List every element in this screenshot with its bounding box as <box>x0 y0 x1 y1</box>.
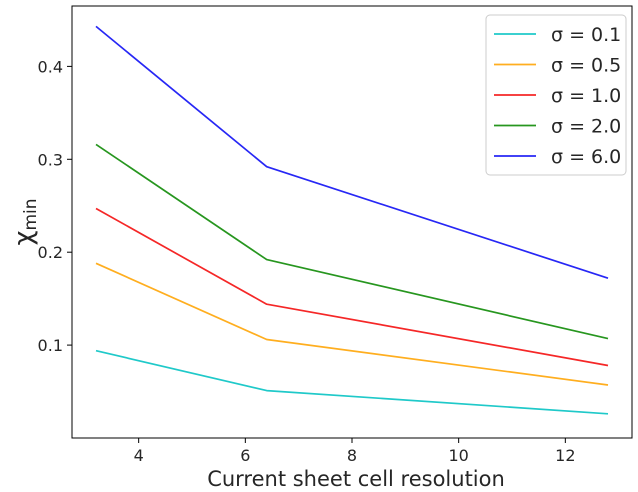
series-line-1 <box>95 262 609 386</box>
x-tick-label: 6 <box>240 446 250 465</box>
y-tick-label: 0.2 <box>38 243 63 262</box>
y-tick-label: 0.4 <box>38 57 63 76</box>
series-line-4 <box>95 25 609 280</box>
legend: σ = 0.1 σ = 0.5 σ = 1.0 σ = 2.0 σ = 6.0 <box>485 14 627 176</box>
series-line-3 <box>95 143 609 340</box>
x-axis-ticks: 4 6 8 10 12 <box>134 438 576 465</box>
y-axis-label: χmin <box>9 198 41 245</box>
y-axis-label-subscript: min <box>21 198 41 230</box>
legend-label-4: σ = 6.0 <box>551 146 621 168</box>
x-tick-label: 4 <box>134 446 144 465</box>
legend-label-1: σ = 0.5 <box>551 55 621 77</box>
series-line-0 <box>95 349 609 415</box>
x-tick-label: 10 <box>448 446 468 465</box>
x-tick-label: 12 <box>555 446 575 465</box>
y-axis-ticks: 0.1 0.2 0.3 0.4 <box>38 57 72 355</box>
legend-label-0: σ = 0.1 <box>551 24 621 46</box>
x-tick-label: 8 <box>347 446 357 465</box>
legend-label-3: σ = 2.0 <box>551 116 621 138</box>
series-layer <box>95 25 609 415</box>
series-line-2 <box>95 207 609 367</box>
legend-items: σ = 0.1 σ = 0.5 σ = 1.0 σ = 2.0 σ = 6.0 <box>494 24 621 168</box>
x-axis-label: Current sheet cell resolution <box>207 467 505 491</box>
legend-frame <box>485 14 627 176</box>
y-axis-label-main: χ <box>9 231 39 246</box>
legend-label-2: σ = 1.0 <box>551 85 621 107</box>
y-tick-label: 0.1 <box>38 336 63 355</box>
y-tick-label: 0.3 <box>38 150 63 169</box>
